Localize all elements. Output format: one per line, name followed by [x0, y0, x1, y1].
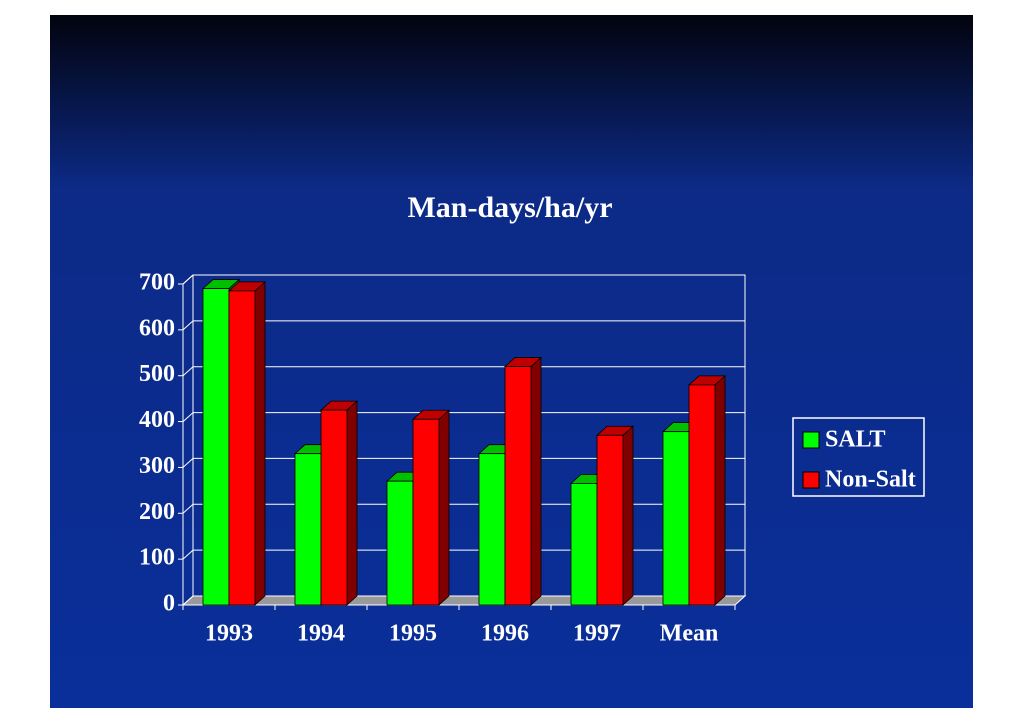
bar [504, 366, 532, 606]
bar [320, 409, 348, 606]
bar [570, 483, 598, 606]
bar-side [622, 425, 634, 606]
y-tick-label: 100 [139, 545, 175, 571]
y-tick-label: 300 [139, 453, 175, 479]
y-tick-label: 600 [139, 315, 175, 341]
bar [596, 434, 624, 606]
grid-line-depth [182, 366, 194, 377]
y-tick-label: 200 [139, 499, 175, 525]
grid-line-depth [182, 503, 194, 514]
x-tick-label: 1995 [389, 621, 437, 647]
x-tick-label: Mean [660, 621, 719, 647]
grid-line-depth [182, 320, 194, 331]
y-tick-label: 700 [139, 270, 175, 296]
bar [412, 418, 440, 606]
bar-side [346, 400, 358, 606]
bar [294, 453, 322, 606]
y-tick-label: 500 [139, 361, 175, 387]
bar [202, 288, 230, 606]
grid-line-depth [182, 274, 194, 285]
grid-line-depth [182, 549, 194, 560]
x-tick-label: 1994 [297, 621, 345, 647]
bar-side [438, 409, 450, 606]
grid-line-depth [182, 595, 194, 606]
x-tick-label: 1996 [481, 621, 529, 647]
x-tick-label: 1993 [205, 621, 253, 647]
legend-swatch [802, 471, 820, 489]
bar-side [530, 356, 542, 606]
bar [688, 384, 716, 606]
grid-line-depth [182, 458, 194, 468]
legend-label: SALT [825, 427, 886, 453]
plot-floor [181, 595, 747, 606]
legend-label: Non-Salt [825, 467, 916, 493]
y-tick-label: 0 [163, 591, 175, 617]
legend-swatch [802, 431, 820, 449]
bar [386, 480, 414, 606]
x-tick-label: 1997 [573, 621, 621, 647]
bar-side [714, 374, 726, 606]
chart-title: Man-days/ha/yr [407, 191, 612, 224]
bar [478, 453, 506, 606]
bar [228, 290, 256, 606]
grid-line-depth [182, 412, 194, 422]
y-tick-label: 400 [139, 407, 175, 433]
bar [662, 431, 690, 606]
legend-box [792, 417, 925, 497]
bar-side [254, 280, 266, 606]
